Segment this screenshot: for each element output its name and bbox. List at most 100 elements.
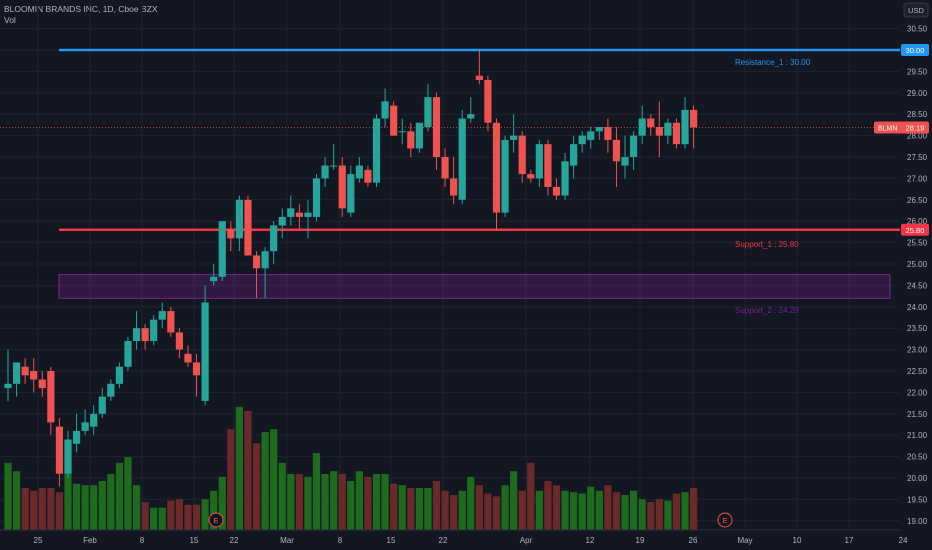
volume-bar	[450, 495, 458, 530]
candle-body	[612, 139, 621, 162]
candle-body	[424, 97, 432, 128]
volume-bar	[12, 471, 21, 530]
volume-bar	[527, 462, 535, 530]
candle-body	[115, 366, 124, 384]
price-tick-label: 23.00	[907, 346, 928, 355]
price-axis[interactable]: 19.00 19.50 20.00 20.50 21.00 21.50 22.00 22.50…	[874, 0, 932, 550]
resistance-price-tag	[901, 44, 929, 56]
candle-body	[570, 144, 578, 166]
volume-bar	[612, 492, 621, 530]
volume-bar	[218, 476, 226, 530]
candle-body	[621, 157, 629, 166]
candle-body	[184, 353, 192, 363]
volume-bar	[390, 483, 398, 530]
volume-bar	[21, 488, 29, 530]
candle-body	[338, 165, 346, 209]
candle-body	[484, 79, 492, 123]
candle-body	[595, 127, 603, 132]
volume-bar	[638, 499, 646, 530]
volume-bar	[321, 474, 329, 530]
candle-body	[304, 212, 312, 217]
candles	[4, 50, 698, 487]
candle-body	[364, 169, 372, 183]
candle-body	[287, 208, 295, 217]
time-tick-label: 17	[845, 536, 854, 545]
volume-bar	[192, 504, 201, 530]
last-price-tag	[874, 121, 929, 134]
volume-bar	[72, 483, 81, 530]
resistance-price-label: 30.00	[906, 46, 925, 55]
time-tick-label: 22	[230, 536, 239, 545]
candle-body	[432, 97, 441, 157]
candle-body	[347, 174, 355, 213]
time-tick-label: 24	[899, 536, 908, 545]
volume-bar	[244, 411, 252, 530]
price-tick-label: 28.00	[907, 132, 928, 141]
candle-body	[55, 426, 64, 474]
last-price-label: 28.19	[906, 123, 925, 132]
volume-bar	[681, 492, 689, 530]
volume-bar	[115, 462, 124, 530]
volume-bar	[458, 490, 466, 530]
volume-bar	[295, 474, 303, 530]
candle-body	[210, 276, 218, 282]
earnings-marker-icon	[208, 512, 224, 528]
price-tick-label: 22.00	[907, 388, 928, 397]
price-tick-label: 20.50	[907, 453, 928, 462]
candle-body	[390, 105, 398, 136]
volume-bar	[330, 471, 338, 530]
support-zone: Support_2 : 24.20	[58, 274, 891, 315]
candle-body	[355, 165, 363, 179]
volume-bar	[4, 462, 12, 530]
volume-bar	[398, 485, 406, 530]
candle-body	[38, 379, 46, 389]
volume-bar	[355, 471, 363, 530]
volume-bar	[90, 485, 98, 530]
volume-bar	[690, 488, 698, 530]
candle-body	[398, 131, 406, 133]
volume-bar	[501, 485, 509, 530]
volume-bar	[492, 496, 501, 530]
volume-bar	[201, 499, 209, 530]
volume-bar	[621, 495, 629, 530]
time-tick-label: 15	[387, 536, 396, 545]
candle-body	[467, 114, 475, 119]
candle-body	[681, 109, 689, 145]
candle-body	[321, 165, 329, 179]
support-price-label: 25.80	[906, 226, 925, 235]
currency-button[interactable]: USD	[903, 2, 929, 18]
time-tick-label: 8	[140, 536, 145, 545]
price-tick-label: 28.50	[907, 110, 928, 119]
volume-label: Vol	[4, 15, 16, 25]
price-tick-label: 21.50	[907, 410, 928, 419]
candle-body	[141, 328, 149, 342]
currency-label: USD	[908, 6, 924, 15]
volume-bar	[381, 474, 389, 530]
earnings-marker-icon	[717, 512, 733, 528]
candle-body	[64, 439, 72, 474]
volume-bars	[4, 406, 698, 530]
candle-body	[295, 212, 303, 217]
candle-body	[587, 131, 595, 140]
time-axis[interactable]: 25 Feb 8 15 22 Mar 8 15 22 Apr 12 19 26 May 10 17 24	[0, 529, 908, 545]
volume-bar	[630, 490, 638, 530]
candle-body	[12, 362, 21, 384]
candle-body	[655, 127, 663, 136]
volume-bar	[475, 485, 483, 530]
candle-body	[261, 251, 269, 269]
candle-body	[664, 122, 672, 136]
time-tick-label: 8	[338, 536, 343, 545]
volume-bar	[578, 493, 586, 530]
candle-body	[415, 122, 423, 149]
candle-body	[175, 332, 183, 350]
candle-body	[21, 366, 29, 376]
candle-body	[630, 135, 638, 157]
volume-bar	[655, 499, 663, 530]
volume-bar	[47, 488, 55, 530]
earnings-marker-label: E	[213, 516, 218, 525]
candle-body	[638, 118, 646, 136]
candle-body	[158, 311, 166, 320]
volume-bar	[64, 474, 72, 530]
